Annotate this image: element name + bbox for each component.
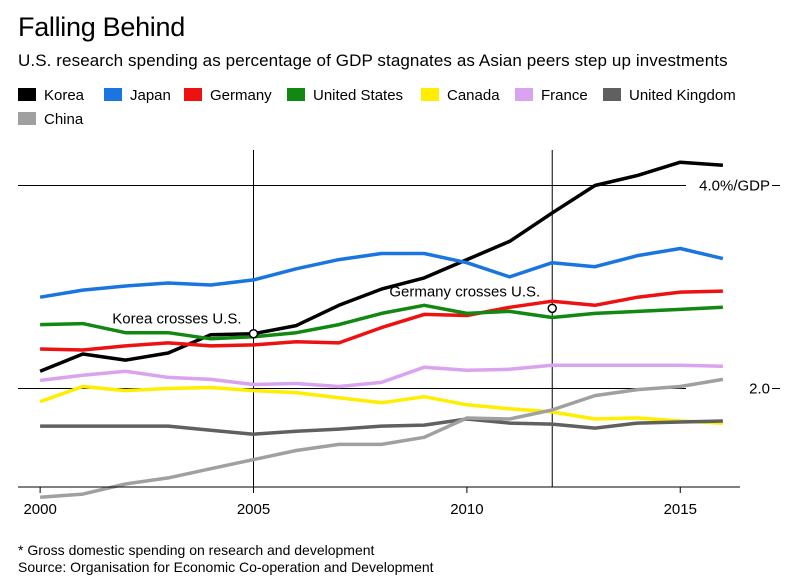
legend-label-japan: Japan — [130, 87, 171, 104]
x-tick-label: 2015 — [664, 501, 697, 518]
legend-swatch-korea — [18, 88, 36, 101]
legend-item-united-kingdom: United Kingdom — [603, 86, 736, 106]
series-line-japan — [39, 246, 724, 299]
legend-item-canada: Canada — [421, 86, 500, 106]
legend-label-china: China — [44, 111, 84, 128]
series-line-united-kingdom — [40, 417, 723, 436]
chart-title: Falling Behind — [18, 12, 185, 42]
source-note: Source: Organisation for Economic Co-ope… — [18, 559, 434, 575]
legend-label-canada: Canada — [447, 87, 500, 104]
legend-swatch-united-kingdom — [603, 88, 621, 101]
series-line-china — [39, 377, 724, 499]
legend-item-japan: Japan — [104, 86, 171, 106]
x-tick-label: 2005 — [237, 501, 270, 518]
annotation-marker — [547, 303, 557, 314]
annotation-layer: Korea crosses U.S. Germany crosses U.S. — [112, 283, 557, 339]
annotation-label: Germany crosses U.S. — [389, 283, 540, 300]
legend-swatch-germany — [184, 88, 202, 101]
y-grid-label: 2.0 — [749, 381, 770, 398]
legend-item-germany: Germany — [184, 86, 272, 106]
series-line-united-states — [40, 303, 723, 341]
legend-label-france: France — [541, 87, 588, 104]
legend-swatch-canada — [421, 88, 439, 101]
legend-swatch-china — [18, 112, 36, 125]
legend-swatch-united-states — [287, 88, 305, 101]
legend-swatch-japan — [104, 88, 122, 101]
series-line-germany — [40, 289, 723, 352]
series-line-canada — [39, 384, 723, 425]
legend-label-germany: Germany — [210, 87, 272, 104]
series-layer — [39, 160, 724, 499]
chart-subtitle: U.S. research spending as percentage of … — [18, 51, 728, 70]
legend-item-france: France — [515, 86, 588, 106]
legend-label-united-states: United States — [313, 87, 404, 104]
legend-label-united-kingdom: United Kingdom — [629, 87, 736, 104]
x-axis: 2000 2005 2010 2015 — [18, 486, 740, 518]
annotation-label: Korea crosses U.S. — [112, 311, 241, 328]
legend-item-united-states: United States — [287, 86, 403, 106]
footnote-block: * Gross domestic spending on research an… — [18, 542, 434, 576]
footnote: * Gross domestic spending on research an… — [18, 542, 375, 558]
legend-item-korea: Korea — [18, 86, 84, 106]
series-line-korea — [39, 160, 724, 373]
x-tick-label: 2000 — [23, 501, 56, 518]
legend-item-china: China — [18, 110, 83, 130]
legend-swatch-france — [515, 88, 533, 101]
legend-label-korea: Korea — [44, 87, 85, 104]
x-tick-label: 2010 — [450, 501, 483, 518]
annotation-marker — [248, 328, 259, 339]
series-line-france — [39, 363, 723, 389]
y-grid-label: 4.0%/GDP — [699, 178, 770, 195]
